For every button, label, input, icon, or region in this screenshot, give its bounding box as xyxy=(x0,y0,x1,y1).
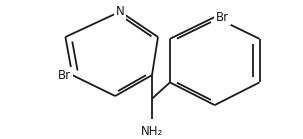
Text: NH₂: NH₂ xyxy=(141,125,163,138)
Text: Br: Br xyxy=(216,11,229,23)
Text: N: N xyxy=(116,5,125,18)
Text: Br: Br xyxy=(58,69,71,82)
